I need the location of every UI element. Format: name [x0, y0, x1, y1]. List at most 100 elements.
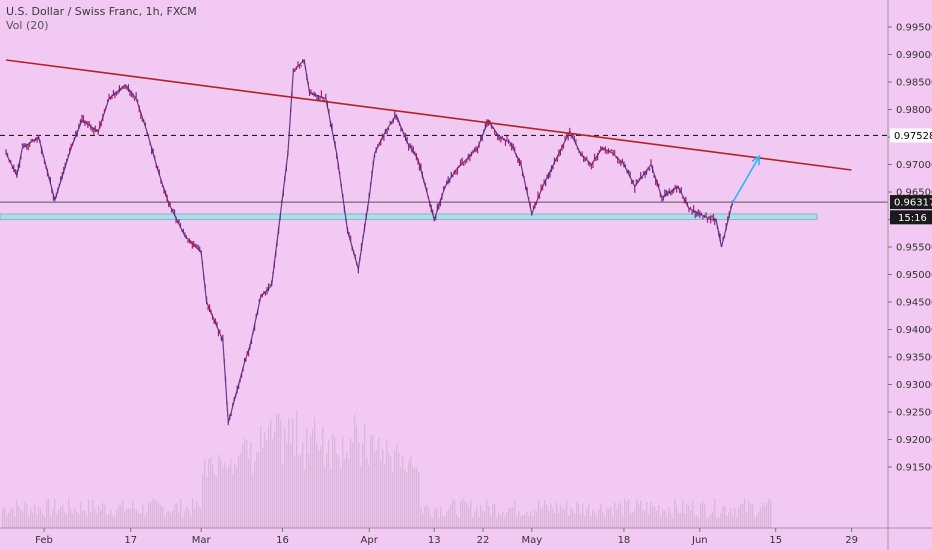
volume-bar: [378, 438, 380, 528]
volume-bar: [112, 516, 114, 528]
volume-bar: [746, 511, 748, 528]
volume-bar: [640, 500, 642, 528]
y-tick-label: 0.91500: [896, 463, 932, 474]
volume-bar: [398, 452, 400, 528]
volume-bar: [552, 508, 554, 528]
volume-bar: [742, 504, 744, 528]
volume-bar: [388, 453, 390, 528]
volume-bar: [564, 508, 566, 528]
volume-bar: [316, 442, 318, 528]
volume-bar: [456, 514, 458, 528]
volume-bar: [514, 499, 516, 528]
volume-bar: [392, 472, 394, 528]
volume-bar: [248, 458, 250, 528]
volume-bar: [468, 506, 470, 528]
volume-bar: [334, 437, 336, 528]
volume-bar: [78, 514, 80, 528]
volume-bar: [374, 451, 376, 528]
volume-bar: [232, 474, 234, 528]
volume-bar: [416, 467, 418, 528]
volume-bar: [658, 505, 660, 528]
volume-bar: [138, 512, 140, 528]
volume-bar: [244, 438, 246, 528]
volume-bar: [534, 509, 536, 528]
volume-bar: [42, 514, 44, 528]
volume-bar: [144, 515, 146, 528]
volume-bar: [710, 514, 712, 528]
candles: [5, 59, 733, 426]
volume-bar: [218, 454, 220, 528]
volume-bar: [652, 506, 654, 528]
volume-bar: [556, 502, 558, 528]
countdown-tag: 15:16: [898, 213, 927, 224]
volume-bar: [736, 517, 738, 528]
volume-bar: [622, 516, 624, 528]
volume-bar: [254, 461, 256, 528]
volume-bar: [702, 500, 704, 528]
volume-bar: [80, 502, 82, 528]
volume-bar: [188, 509, 190, 528]
volume-bar: [174, 504, 176, 528]
volume-bar: [142, 503, 144, 528]
volume-bar: [90, 513, 92, 528]
volume-bar: [638, 504, 640, 528]
volume-bar: [430, 516, 432, 528]
volume-bar: [52, 509, 54, 528]
volume-bar: [260, 426, 262, 528]
volume-bar: [586, 508, 588, 528]
volume-bar: [530, 511, 532, 528]
volume-bar: [292, 418, 294, 528]
volume-bar: [190, 516, 192, 528]
volume-bar: [568, 515, 570, 528]
volume-bar: [616, 509, 618, 528]
volume-bar: [488, 506, 490, 528]
volume-bar: [106, 515, 108, 528]
volume-bar: [718, 517, 720, 528]
volume-bar: [304, 470, 306, 528]
volume-bar: [88, 499, 90, 528]
volume-bar: [194, 508, 196, 528]
volume-bar: [84, 510, 86, 528]
indicator-label: Vol (20): [6, 19, 49, 32]
volume-bar: [426, 504, 428, 528]
volume-bar: [208, 459, 210, 528]
volume-bar: [404, 469, 406, 528]
volume-bar: [74, 507, 76, 528]
volume-bar: [166, 511, 168, 528]
volume-bar: [598, 508, 600, 528]
volume-bar: [432, 517, 434, 528]
volume-bar: [58, 509, 60, 528]
volume-bar: [532, 515, 534, 528]
volume-bar: [200, 508, 202, 528]
volume-bar: [366, 457, 368, 528]
volume-bar: [322, 426, 324, 528]
volume-bar: [202, 474, 204, 528]
volume-bar: [12, 507, 14, 528]
volume-bar: [518, 510, 520, 528]
volume-bar: [584, 515, 586, 528]
projection-arrow[interactable]: [731, 155, 761, 204]
volume-bar: [764, 506, 766, 528]
volume-bar: [98, 505, 100, 528]
volume-bar: [182, 517, 184, 528]
volume-bar: [762, 502, 764, 528]
volume-bar: [204, 459, 206, 528]
volume-bar: [406, 472, 408, 528]
volume-bar: [274, 431, 276, 528]
volume-bar: [550, 503, 552, 528]
volume-bar: [668, 507, 670, 528]
volume-bar: [618, 503, 620, 528]
volume-bar: [670, 513, 672, 528]
resistance-price-tag-bg: [890, 128, 932, 143]
volume-bar: [452, 498, 454, 528]
trendline[interactable]: [5, 59, 852, 171]
volume-bar: [170, 513, 172, 528]
volume-bar: [222, 467, 224, 528]
volume-bar: [466, 502, 468, 528]
volume-bar: [604, 517, 606, 528]
volume-bar: [20, 509, 22, 528]
